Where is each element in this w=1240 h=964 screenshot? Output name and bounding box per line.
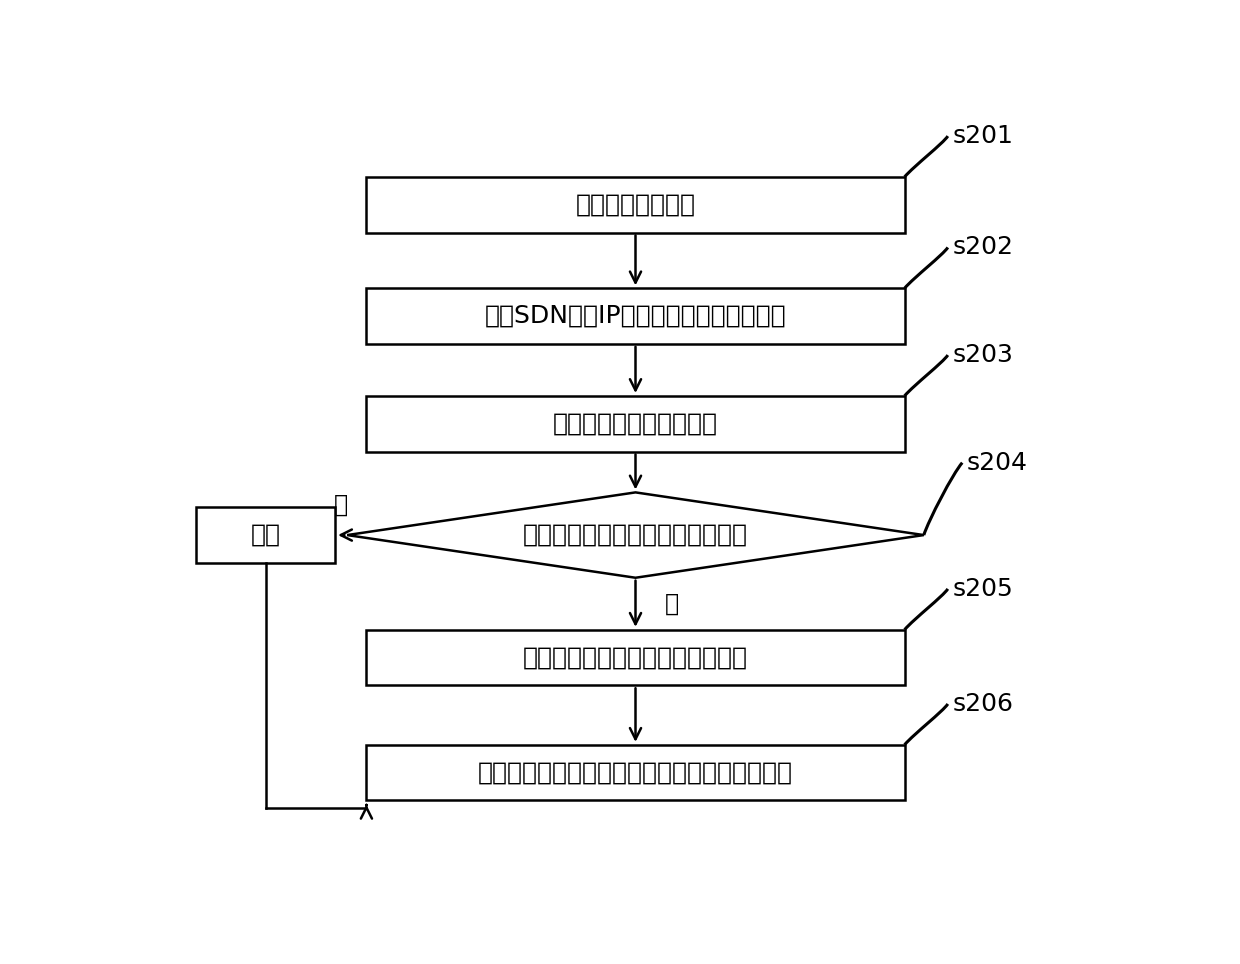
Text: 结束: 结束	[250, 523, 280, 547]
Text: 将符合条件的隧道流量旁路到光层: 将符合条件的隧道流量旁路到光层	[523, 646, 748, 670]
Text: s204: s204	[967, 451, 1028, 474]
FancyBboxPatch shape	[367, 396, 905, 451]
Polygon shape	[347, 493, 924, 577]
FancyBboxPatch shape	[196, 507, 335, 563]
FancyBboxPatch shape	[367, 745, 905, 800]
FancyBboxPatch shape	[367, 288, 905, 344]
Text: 否: 否	[334, 493, 348, 517]
Text: 判断是否满足预先设定的旁路条件: 判断是否满足预先设定的旁路条件	[523, 523, 748, 547]
Text: 对采集到的流量进行统计: 对采集到的流量进行统计	[553, 412, 718, 436]
FancyBboxPatch shape	[367, 629, 905, 685]
Text: 记录并呈现隧道流量旁路的执行结果的具体信息: 记录并呈现隧道流量旁路的执行结果的具体信息	[477, 761, 794, 785]
FancyBboxPatch shape	[367, 177, 905, 232]
Text: s203: s203	[952, 343, 1013, 367]
Text: 是: 是	[665, 592, 678, 616]
Text: s202: s202	[952, 235, 1013, 259]
Text: 采集SDN设备IP物理链路流量和隧道流量: 采集SDN设备IP物理链路流量和隧道流量	[485, 304, 786, 328]
Text: s201: s201	[952, 124, 1013, 148]
Text: s205: s205	[952, 576, 1013, 601]
Text: s206: s206	[952, 692, 1013, 716]
Text: 预先设定旁路条件: 预先设定旁路条件	[575, 193, 696, 217]
